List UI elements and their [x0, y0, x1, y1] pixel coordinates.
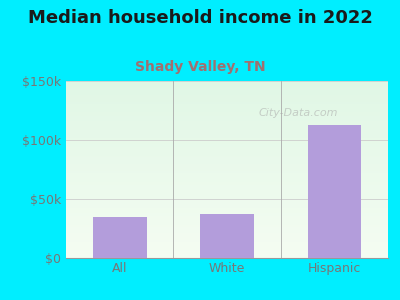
- Text: Shady Valley, TN: Shady Valley, TN: [135, 60, 265, 74]
- Bar: [308, 125, 361, 258]
- Bar: [93, 217, 146, 258]
- Text: Median household income in 2022: Median household income in 2022: [28, 9, 372, 27]
- Text: City-Data.com: City-Data.com: [258, 108, 338, 118]
- Bar: [200, 214, 254, 258]
